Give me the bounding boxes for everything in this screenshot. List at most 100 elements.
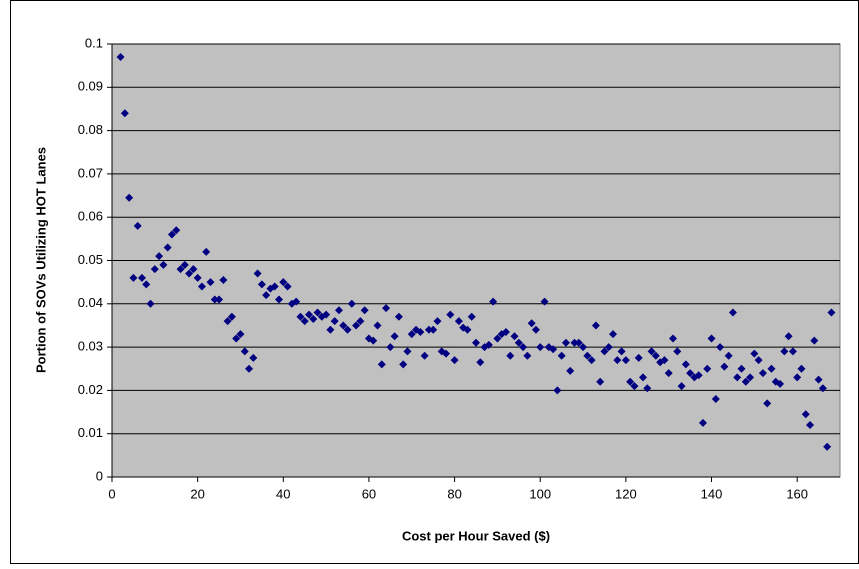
x-tick-label: 100 [529,486,551,501]
point [296,312,305,321]
point [767,364,776,373]
point [720,362,729,371]
point [403,347,412,356]
point [780,347,789,356]
point [549,345,558,354]
point [587,356,596,365]
point [454,317,463,326]
point [326,325,335,334]
point [501,327,510,336]
point [420,351,429,360]
point [776,379,785,388]
point [514,338,523,347]
y-axis-label: Portion of SOVs Utilizing HOT Lanes [33,147,48,373]
x-tick-label: 0 [108,486,115,501]
point [600,347,609,356]
point [373,321,382,330]
point [446,310,455,319]
point [788,347,797,356]
point [185,269,194,278]
point [527,319,536,328]
point [677,382,686,391]
point [176,265,185,274]
point [330,317,339,326]
point [347,299,356,308]
point [416,327,425,336]
point [377,360,386,369]
point [793,373,802,382]
x-tick-label: 60 [362,486,376,501]
point [227,312,236,321]
point [390,332,399,341]
point [660,356,669,365]
point [339,321,348,330]
point [275,295,284,304]
point [523,351,532,360]
point [536,343,545,352]
point [116,52,125,61]
point [219,275,228,284]
y-tick-label: 0.05 [78,252,103,267]
point [493,334,502,343]
point [125,193,134,202]
point [142,280,151,289]
point [352,321,361,330]
point [784,332,793,341]
point [591,321,600,330]
point [442,349,451,358]
point [146,299,155,308]
point [236,330,245,339]
point [737,364,746,373]
point [686,369,695,378]
point [463,325,472,334]
point [382,304,391,313]
y-tick-label: 0.01 [78,425,103,440]
point [249,353,258,362]
y-tick-label: 0.02 [78,382,103,397]
point [129,273,138,282]
point [664,369,673,378]
point [570,338,579,347]
point [159,260,168,269]
point [519,343,528,352]
point [369,336,378,345]
point [283,282,292,291]
point [386,343,395,352]
point [360,306,369,315]
point [322,310,331,319]
point [197,282,206,291]
point [630,382,639,391]
point [553,386,562,395]
y-tick-label: 0.06 [78,209,103,224]
point [193,273,202,282]
point [210,295,219,304]
point [801,410,810,419]
x-tick-label: 80 [447,486,461,501]
point [343,325,352,334]
point [270,282,279,291]
point [257,280,266,289]
point [626,377,635,386]
point [531,325,540,334]
point [827,308,836,317]
point [613,356,622,365]
point [137,273,146,282]
point [180,260,189,269]
point [429,325,438,334]
point [806,421,815,430]
point [334,306,343,315]
point [750,349,759,358]
point [694,371,703,380]
point [707,334,716,343]
point [540,297,549,306]
x-axis-label: Cost per Hour Saved ($) [402,528,550,543]
point [120,109,129,118]
point [758,369,767,378]
point [639,373,648,382]
point [206,278,215,287]
point [510,332,519,341]
point [823,442,832,451]
point [621,356,630,365]
point [579,343,588,352]
point [313,308,322,317]
